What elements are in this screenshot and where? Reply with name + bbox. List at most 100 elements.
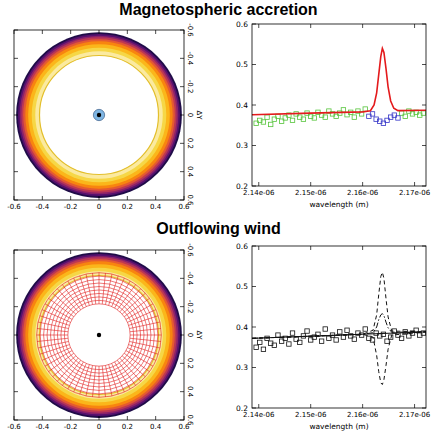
x-tick	[127, 196, 128, 200]
y-axis-title: ΔY	[195, 110, 203, 120]
y-tick	[14, 58, 18, 59]
data-point	[272, 343, 276, 347]
x-tick	[42, 250, 43, 254]
x-tick-label: 0.4	[150, 423, 162, 431]
y-tick	[14, 200, 18, 201]
x-tick-label: 2.17e-06	[399, 189, 431, 197]
wind-grid-spoke	[37, 338, 68, 341]
panel-title: Outflowing wind	[156, 220, 280, 237]
wind-grid-circle	[64, 300, 133, 369]
data-point	[298, 340, 302, 344]
x-tick-label: -0.6	[7, 423, 21, 431]
y-tick	[180, 363, 184, 364]
x-tick	[155, 30, 156, 34]
wind-grid-circle	[57, 293, 140, 376]
x-tick-label: -0.4	[35, 423, 49, 431]
disk-ring	[18, 254, 180, 416]
x-tick	[362, 404, 363, 408]
model-line	[252, 332, 426, 385]
x-tick	[70, 250, 71, 254]
image-area	[14, 30, 184, 200]
y-tick-label: 0.4	[236, 101, 248, 110]
x-tick	[310, 246, 311, 250]
wind-grid-spoke	[102, 366, 105, 397]
wind-grid-circle	[37, 273, 162, 398]
disk-ring	[18, 34, 180, 196]
x-tick	[14, 250, 15, 254]
wind-grid-spoke	[129, 341, 159, 347]
y-tick-label: 0.6	[236, 242, 248, 251]
data-point	[319, 339, 323, 343]
image-background	[14, 30, 184, 200]
y-tick	[180, 58, 184, 59]
model-line	[252, 272, 426, 338]
x-tick	[310, 404, 311, 408]
x-tick	[70, 30, 71, 34]
wind-grid-spoke	[129, 322, 159, 328]
wind-grid-spoke	[92, 366, 95, 397]
y-tick	[422, 327, 426, 328]
data-point	[341, 335, 345, 339]
x-tick	[14, 30, 15, 34]
wind-grid	[37, 273, 162, 398]
y-tick	[180, 278, 184, 279]
y-tick	[252, 408, 256, 409]
x-tick	[155, 196, 156, 200]
x-tick	[414, 246, 415, 250]
x-tick	[127, 30, 128, 34]
image-area	[14, 250, 184, 420]
disk-ring	[28, 264, 170, 406]
y-tick-label: -0.4	[186, 271, 194, 285]
x-tick	[14, 196, 15, 200]
y-tick	[14, 115, 18, 116]
data-point	[301, 117, 305, 121]
x-tick-label: 2.15e-06	[295, 411, 327, 419]
y-tick	[422, 367, 426, 368]
x-tick	[258, 182, 259, 186]
data-point	[276, 333, 280, 337]
y-tick	[252, 145, 256, 146]
disk-ring	[25, 41, 172, 188]
data-point	[323, 115, 327, 119]
data-point	[388, 335, 392, 339]
wind-grid-spoke	[37, 335, 68, 336]
wind-grid-spoke	[68, 362, 84, 389]
y-tick-label: 0.6	[186, 194, 194, 206]
x-tick	[184, 196, 185, 200]
wind-grid-spoke	[38, 322, 68, 328]
wind-grid-circle	[68, 304, 130, 366]
y-tick	[14, 363, 18, 364]
y-tick	[14, 30, 18, 31]
y-tick	[14, 143, 18, 144]
wind-grid-spoke	[102, 273, 105, 304]
y-tick-label: 0	[186, 113, 194, 117]
y-tick	[422, 24, 426, 25]
wind-grid-spoke	[130, 335, 161, 336]
x-tick	[127, 416, 128, 420]
y-tick	[14, 335, 18, 336]
x-tick	[184, 416, 185, 420]
disk-ring	[35, 51, 163, 179]
y-tick-label: -0.6	[186, 243, 194, 257]
wind-grid-spoke	[109, 365, 119, 395]
scatter-series	[254, 107, 426, 127]
y-tick	[422, 408, 426, 409]
wind-grid-spoke	[115, 281, 131, 308]
data-point	[370, 338, 374, 342]
data-point	[323, 327, 327, 331]
y-tick	[14, 86, 18, 87]
wind-grid-spoke	[130, 328, 161, 331]
x-tick	[70, 196, 71, 200]
data-point	[338, 330, 342, 334]
y-tick	[422, 286, 426, 287]
y-tick-label: 0.4	[186, 166, 194, 178]
image-background	[14, 250, 184, 420]
data-point	[290, 118, 294, 122]
data-point	[359, 333, 363, 337]
y-tick-label: -0.2	[186, 300, 194, 314]
y-axis-title: ΔY	[195, 330, 203, 340]
disk-ring	[21, 257, 176, 412]
y-tick	[180, 171, 184, 172]
wind-grid-spoke	[92, 273, 95, 304]
x-tick	[99, 250, 100, 254]
